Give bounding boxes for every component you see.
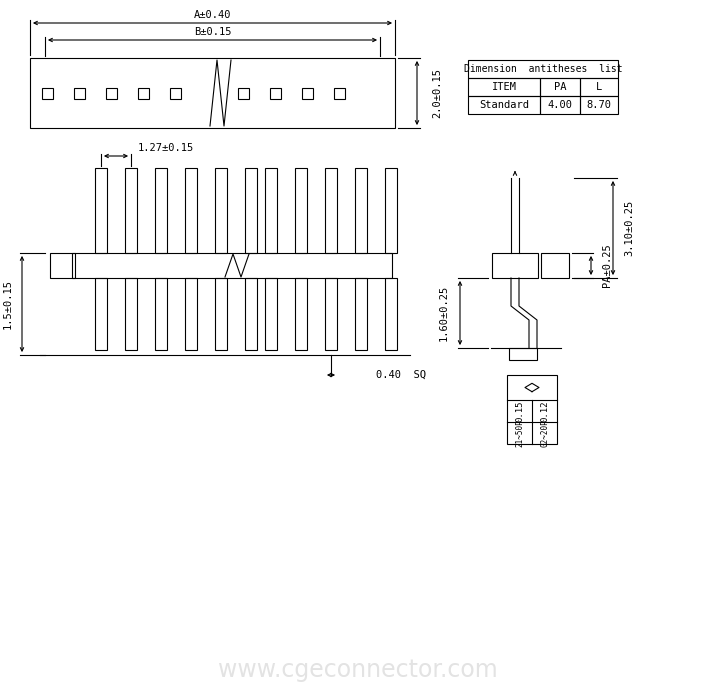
Bar [355,168,367,253]
Bar [325,278,337,350]
Bar [125,168,137,253]
Bar [302,87,313,98]
Bar [170,87,181,98]
Bar [72,253,392,278]
Bar [155,278,167,350]
Text: 02~20P: 02~20P [540,419,549,447]
Text: PA±0.25: PA±0.25 [602,244,612,288]
Bar [270,87,281,98]
Text: ITEM: ITEM [491,82,516,92]
Bar [245,168,257,253]
Bar [580,78,618,96]
Bar [215,168,227,253]
Bar [355,278,367,350]
Bar [95,168,107,253]
Text: Dimension  antitheses  list: Dimension antitheses list [464,64,622,74]
Bar [334,87,345,98]
Bar [540,78,580,96]
Bar [238,87,249,98]
Text: B±0.15: B±0.15 [194,27,232,37]
Bar [155,168,167,253]
Text: 1.60±0.25: 1.60±0.25 [439,285,449,341]
Text: 0.40  SQ: 0.40 SQ [376,370,426,380]
Bar [509,348,537,360]
Text: 8.70: 8.70 [587,100,612,110]
Bar [95,278,107,350]
Bar [468,78,540,96]
Bar [385,168,397,253]
Bar [74,87,85,98]
Text: 2.0±0.15: 2.0±0.15 [432,68,442,118]
Text: 0.12: 0.12 [540,400,549,422]
Bar [580,96,618,114]
Bar [265,168,277,253]
Bar [138,87,149,98]
Bar [385,278,397,350]
Text: PA: PA [554,82,566,92]
Text: Standard: Standard [479,100,529,110]
Bar [295,168,307,253]
Bar [492,253,538,278]
Text: 4.00: 4.00 [548,100,572,110]
Bar [468,60,618,78]
Bar [30,58,395,128]
Text: 0.15: 0.15 [515,400,524,422]
Text: 1.27±0.15: 1.27±0.15 [138,143,194,153]
Bar [507,375,557,444]
Bar [106,87,117,98]
Text: L: L [596,82,602,92]
Bar [468,96,540,114]
Bar [265,278,277,350]
Bar [185,278,197,350]
Text: 21~50P: 21~50P [515,419,524,447]
Bar [295,278,307,350]
Bar [125,278,137,350]
Bar [42,87,53,98]
Bar [185,168,197,253]
Bar [540,96,580,114]
Bar [325,168,337,253]
Bar [541,253,569,278]
Bar [215,278,227,350]
Bar [50,253,75,278]
Text: www.cgeconnector.com: www.cgeconnector.com [218,658,498,682]
Text: A±0.40: A±0.40 [194,10,232,20]
Text: 1.5±0.15: 1.5±0.15 [3,279,13,329]
Text: 3.10±0.25: 3.10±0.25 [624,200,634,256]
Bar [245,278,257,350]
